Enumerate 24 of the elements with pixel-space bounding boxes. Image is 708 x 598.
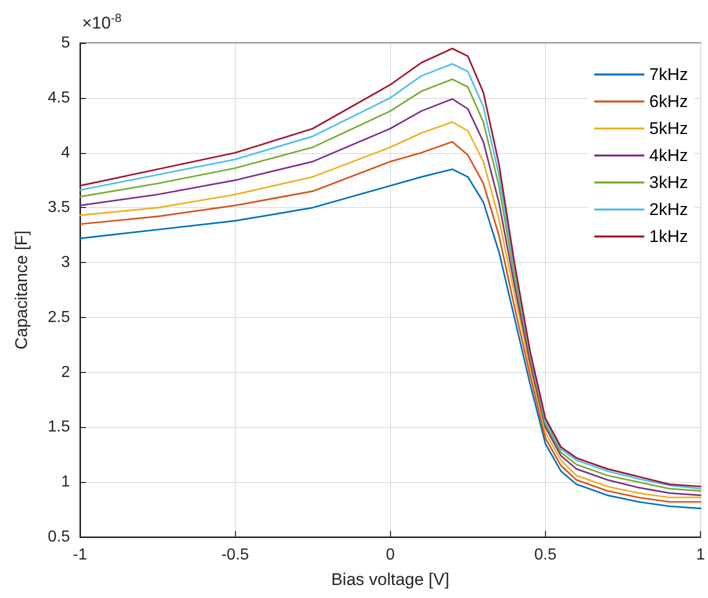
y-tick-label: 5 xyxy=(61,34,70,52)
y-tick-label: 0.5 xyxy=(48,528,70,546)
y-axis-title: Capacitance [F] xyxy=(12,230,31,350)
legend-label: 1kHz xyxy=(649,227,688,246)
y-tick-label: 1 xyxy=(61,474,70,491)
legend-label: 7kHz xyxy=(649,65,688,84)
legend-label: 2kHz xyxy=(649,200,688,219)
x-tick-label: 1 xyxy=(696,546,706,564)
legend-label: 5kHz xyxy=(649,119,688,138)
legend-label: 6kHz xyxy=(649,92,688,111)
x-tick-label: 0 xyxy=(386,546,395,564)
y-tick-label: 2 xyxy=(61,364,70,381)
x-tick-label: -0.5 xyxy=(221,546,250,564)
legend-label: 4kHz xyxy=(649,146,688,165)
y-tick-label: 4 xyxy=(61,144,70,162)
y-tick-label: 3 xyxy=(61,254,70,272)
y-tick-label: 1.5 xyxy=(48,418,70,436)
x-axis-title: Bias voltage [V] xyxy=(331,570,450,589)
y-tick-label: 3.5 xyxy=(48,199,70,216)
legend-label: 3kHz xyxy=(649,173,688,192)
y-tick-label: 4.5 xyxy=(48,89,70,106)
y-tick-label: 2.5 xyxy=(48,308,70,326)
x-tick-label: -1 xyxy=(72,546,88,564)
x-tick-label: 0.5 xyxy=(534,546,557,564)
